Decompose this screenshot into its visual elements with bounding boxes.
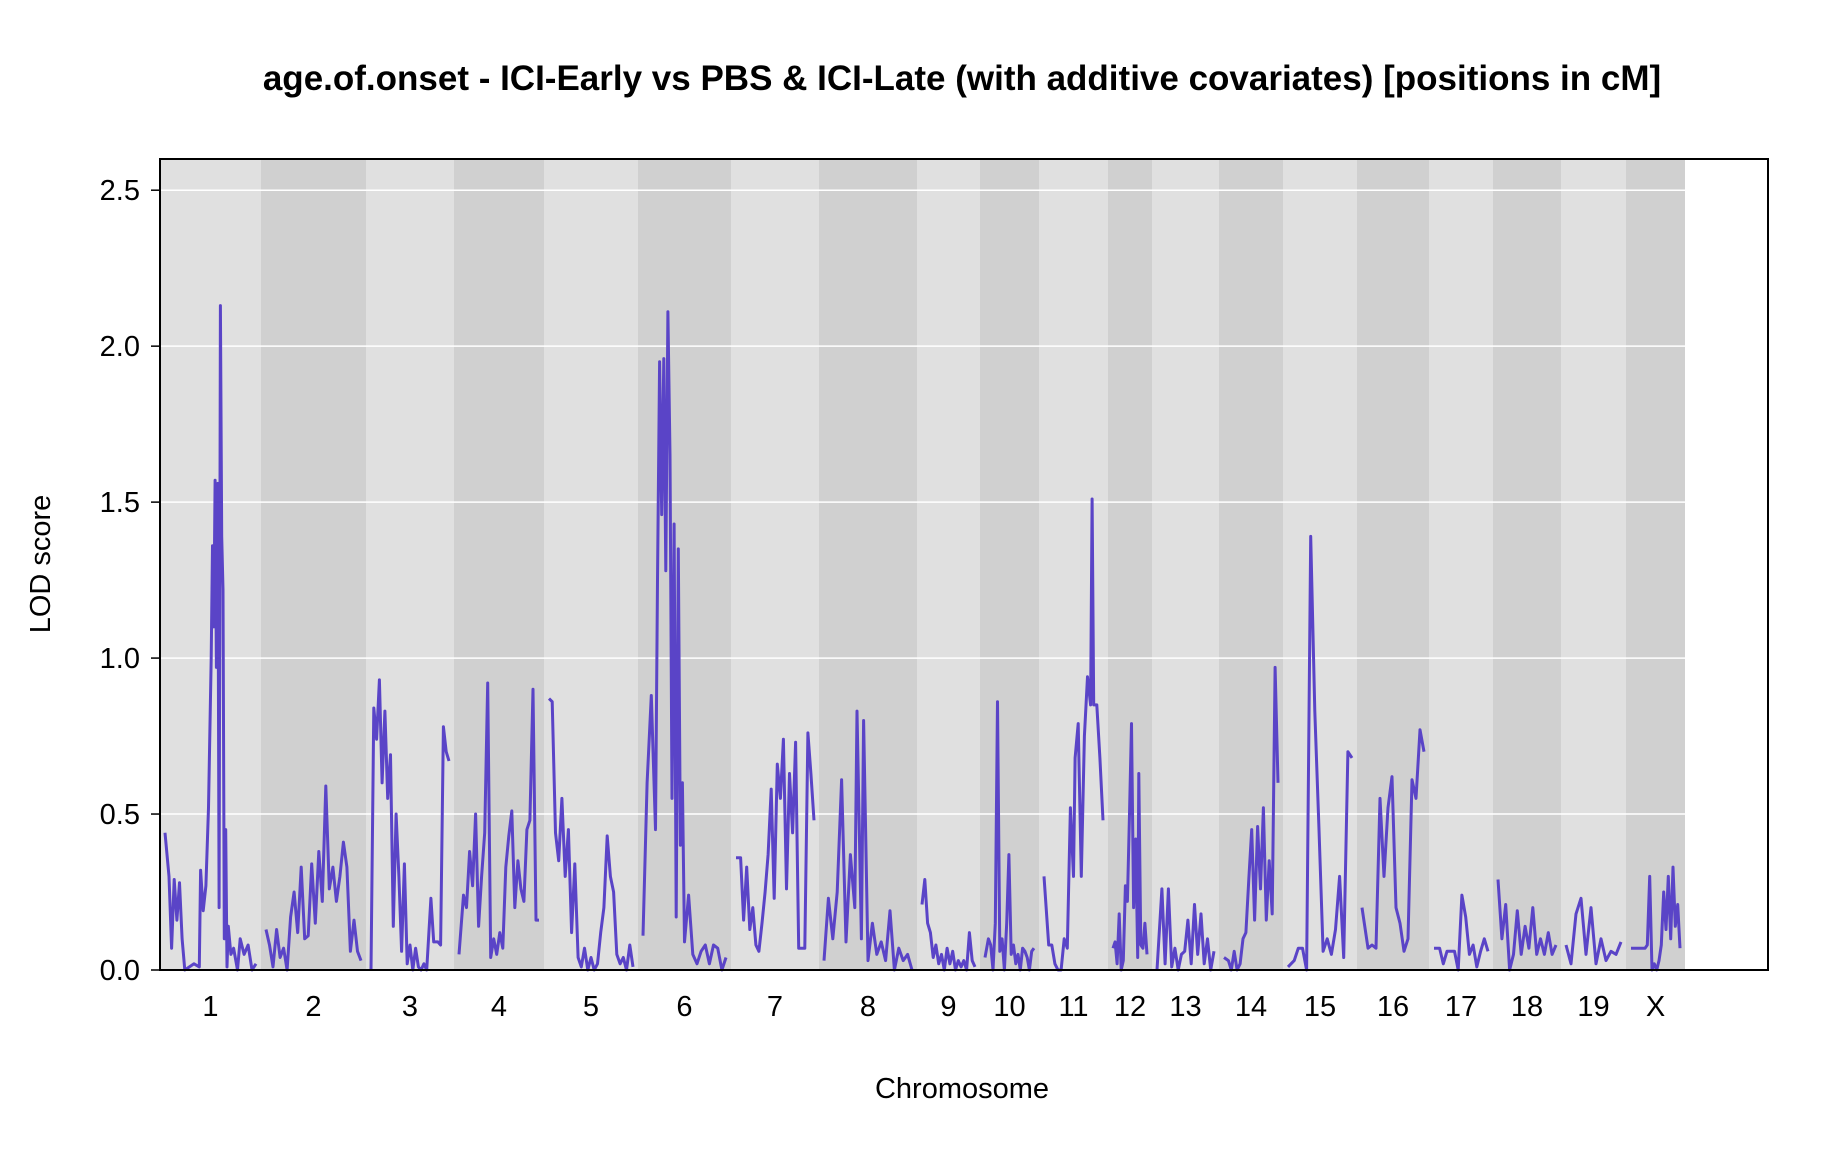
x-tick-label: 4 <box>491 991 507 1023</box>
x-tick-label: 17 <box>1445 991 1477 1023</box>
lod-line-chr-4 <box>457 681 539 959</box>
chromosome-band-19 <box>1561 159 1626 970</box>
x-tick-label: 14 <box>1235 991 1267 1023</box>
lod-line-chr-X <box>1631 865 1682 972</box>
chromosome-band-3 <box>366 159 454 970</box>
x-tick-label: X <box>1646 991 1665 1023</box>
lod-line-chr-1 <box>163 304 258 972</box>
x-tick-label: 1 <box>202 991 218 1023</box>
lod-line-chr-13 <box>1155 887 1216 972</box>
x-tick-label: 12 <box>1114 991 1146 1023</box>
lod-line-chr-16 <box>1360 728 1426 953</box>
chromosome-band-17 <box>1429 159 1493 970</box>
x-tick-label: 18 <box>1511 991 1543 1023</box>
x-tick-label: 8 <box>860 991 876 1023</box>
lod-line-chr-17 <box>1434 893 1490 972</box>
x-tick-label: 15 <box>1304 991 1336 1023</box>
chromosome-band-13 <box>1152 159 1219 970</box>
x-axis-ticks: 1 2 3 4 5 6 7 8 9 10 11 12 13 14 15 16 17 18 19 X <box>202 991 1665 1023</box>
chromosome-band-9 <box>917 159 980 970</box>
chromosome-band-1 <box>160 159 261 970</box>
chromosome-band-18 <box>1493 159 1561 970</box>
lod-series <box>163 304 1682 972</box>
y-axis-ticks: 0.0 0.5 1.0 1.5 2.0 2.5 <box>100 175 160 987</box>
lod-line-chr-15 <box>1286 534 1354 972</box>
plot-frame <box>159 158 1769 971</box>
x-tick-label: 10 <box>993 991 1025 1023</box>
y-tick-label: 2.5 <box>100 175 140 207</box>
y-axis-label: LOD score <box>25 495 57 634</box>
lod-line-chr-9 <box>920 878 977 972</box>
x-tick-label: 11 <box>1058 991 1088 1023</box>
x-tick-label: 7 <box>767 991 783 1023</box>
lod-line-chr-8 <box>822 709 914 972</box>
chromosome-band-4 <box>454 159 544 970</box>
y-tick-label: 0.5 <box>100 799 140 831</box>
y-tick-label: 1.5 <box>100 487 140 519</box>
chromosome-band-2 <box>261 159 366 970</box>
lod-line-chr-12 <box>1111 722 1149 972</box>
lod-line-chr-19 <box>1564 896 1623 966</box>
y-tick-label: 2.0 <box>100 331 140 363</box>
x-tick-label: 3 <box>402 991 418 1023</box>
lod-line-chr-18 <box>1496 879 1558 972</box>
chromosome-band-X <box>1626 159 1685 970</box>
chromosome-band-8 <box>819 159 917 970</box>
lod-line-chr-2 <box>264 784 363 972</box>
lod-line-chr-11 <box>1042 497 1105 972</box>
y-gridlines <box>160 189 1768 815</box>
lod-line-chr-3 <box>369 678 451 972</box>
lod-line-chr-5 <box>547 697 635 972</box>
lod-line-chr-7 <box>736 731 816 953</box>
y-tick-label: 1.0 <box>100 643 140 675</box>
lod-line-chr-14 <box>1223 665 1280 972</box>
x-tick-label: 19 <box>1577 991 1609 1023</box>
lod-line-chr-10 <box>983 700 1036 972</box>
chromosome-band-10 <box>980 159 1039 970</box>
x-tick-label: 2 <box>305 991 321 1023</box>
x-tick-label: 9 <box>940 991 956 1023</box>
lod-line-chr-6 <box>641 310 728 972</box>
chart-title: age.of.onset - ICI-Early vs PBS & ICI-La… <box>263 59 1661 98</box>
x-tick-label: 13 <box>1169 991 1201 1023</box>
x-axis-label: Chromosome <box>875 1073 1049 1105</box>
y-tick-label: 0.0 <box>100 955 140 987</box>
x-tick-label: 6 <box>676 991 692 1023</box>
chromosome-bands <box>160 159 1685 970</box>
x-tick-label: 16 <box>1377 991 1409 1023</box>
x-tick-label: 5 <box>583 991 599 1023</box>
